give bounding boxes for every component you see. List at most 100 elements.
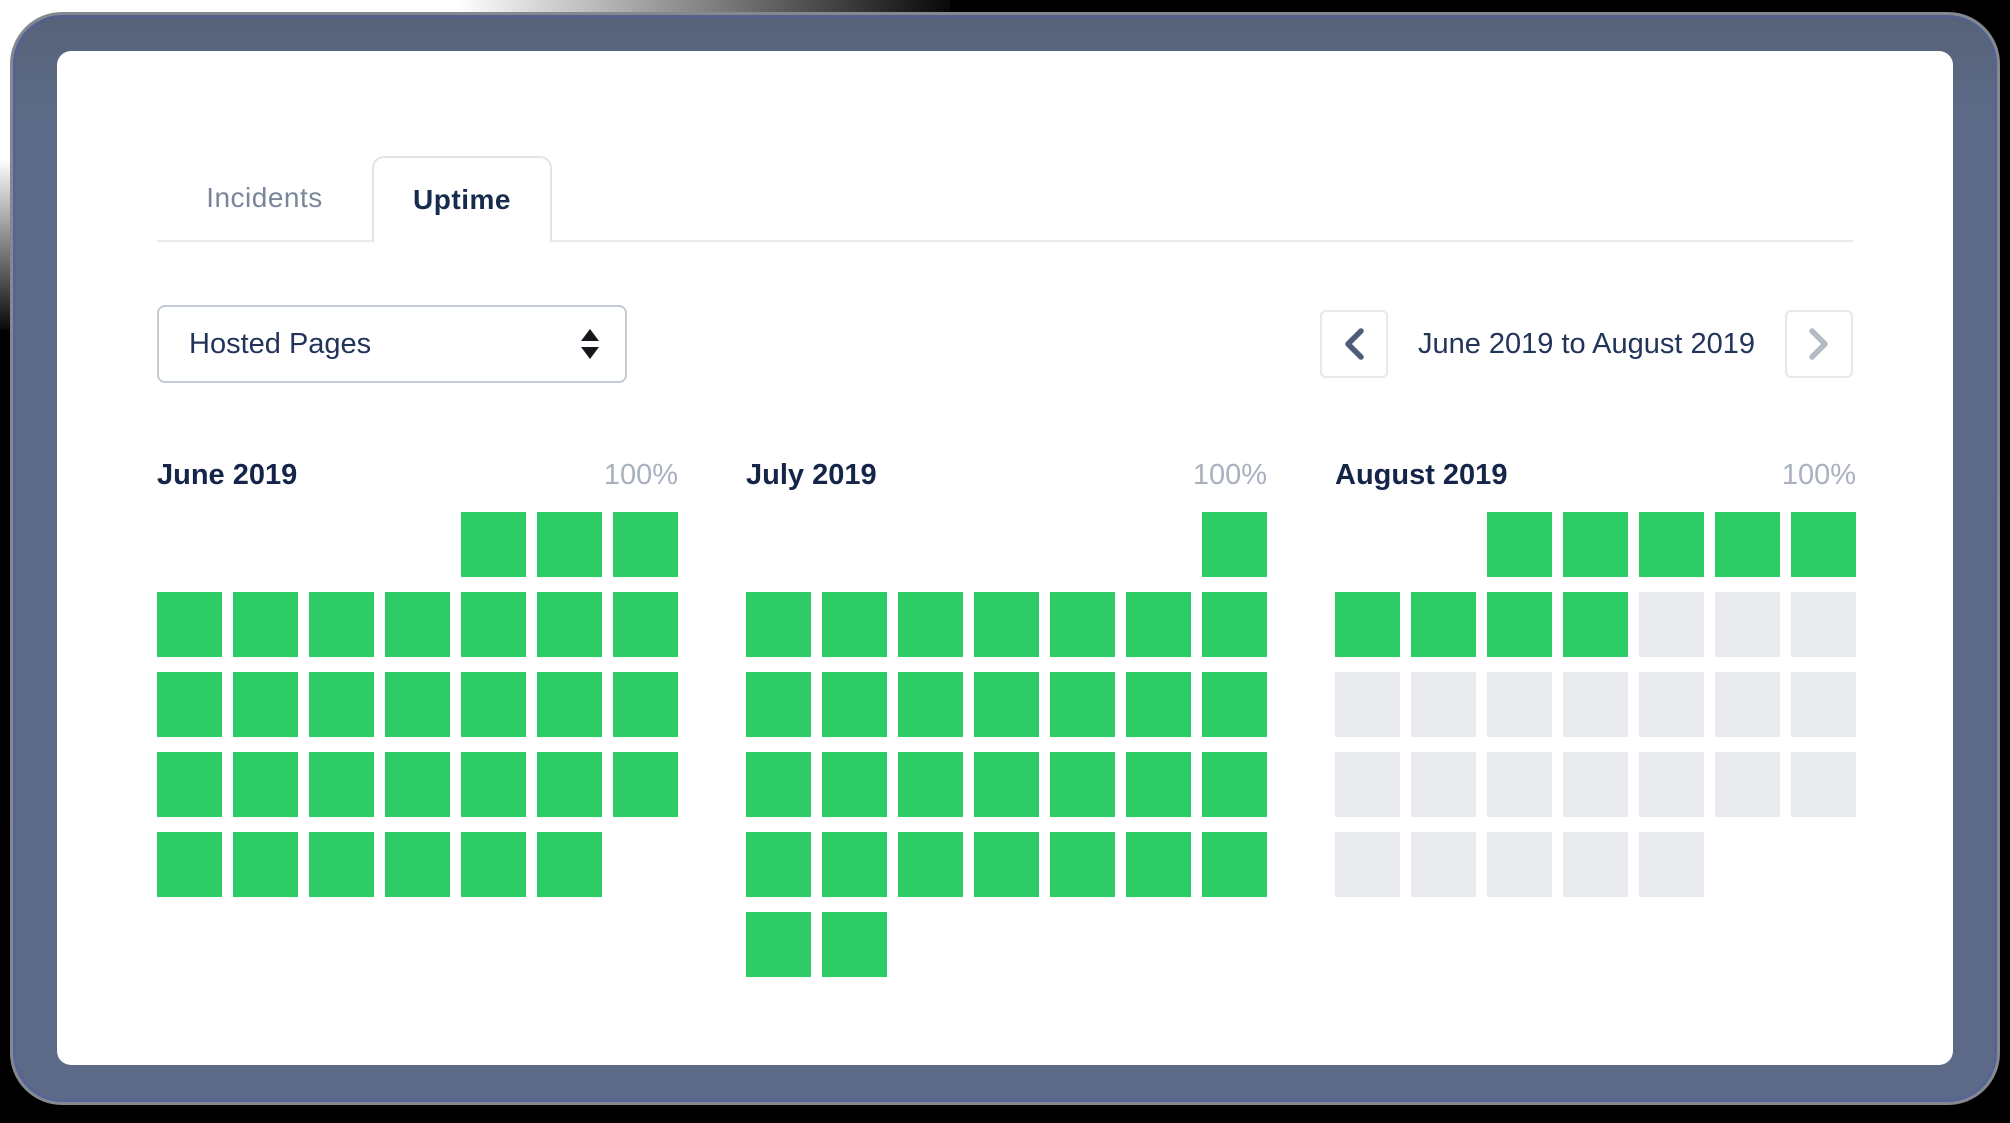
day-cell-operational[interactable] bbox=[157, 592, 222, 657]
day-cell-future[interactable] bbox=[1715, 672, 1780, 737]
day-cell-blank bbox=[157, 512, 222, 577]
day-cell-operational[interactable] bbox=[1487, 512, 1552, 577]
day-cell-future[interactable] bbox=[1563, 672, 1628, 737]
day-cell-operational[interactable] bbox=[1202, 752, 1267, 817]
day-cell-operational[interactable] bbox=[1050, 832, 1115, 897]
day-cell-operational[interactable] bbox=[1126, 832, 1191, 897]
day-cell-operational[interactable] bbox=[974, 832, 1039, 897]
day-cell-operational[interactable] bbox=[537, 752, 602, 817]
day-cell-operational[interactable] bbox=[309, 672, 374, 737]
day-cell-operational[interactable] bbox=[746, 752, 811, 817]
day-cell-operational[interactable] bbox=[1202, 672, 1267, 737]
day-cell-operational[interactable] bbox=[822, 752, 887, 817]
day-cell-future[interactable] bbox=[1411, 672, 1476, 737]
day-cell-operational[interactable] bbox=[233, 832, 298, 897]
day-cell-operational[interactable] bbox=[746, 912, 811, 977]
day-cell-future[interactable] bbox=[1411, 752, 1476, 817]
day-cell-future[interactable] bbox=[1791, 592, 1856, 657]
day-cell-future[interactable] bbox=[1563, 752, 1628, 817]
day-cell-future[interactable] bbox=[1639, 752, 1704, 817]
day-cell-operational[interactable] bbox=[537, 512, 602, 577]
day-cell-operational[interactable] bbox=[1050, 592, 1115, 657]
day-cell-operational[interactable] bbox=[822, 672, 887, 737]
day-cell-operational[interactable] bbox=[898, 752, 963, 817]
day-cell-future[interactable] bbox=[1639, 832, 1704, 897]
day-cell-operational[interactable] bbox=[1202, 832, 1267, 897]
day-cell-operational[interactable] bbox=[537, 672, 602, 737]
day-cell-future[interactable] bbox=[1639, 592, 1704, 657]
day-cell-operational[interactable] bbox=[1202, 592, 1267, 657]
day-cell-future[interactable] bbox=[1335, 832, 1400, 897]
day-cell-future[interactable] bbox=[1411, 832, 1476, 897]
page-selector-dropdown[interactable]: Hosted Pages bbox=[157, 305, 627, 383]
day-cell-future[interactable] bbox=[1791, 672, 1856, 737]
day-cell-operational[interactable] bbox=[746, 832, 811, 897]
day-cell-operational[interactable] bbox=[1715, 512, 1780, 577]
day-cell-operational[interactable] bbox=[1126, 592, 1191, 657]
day-cell-operational[interactable] bbox=[898, 592, 963, 657]
tab-uptime[interactable]: Uptime bbox=[372, 156, 552, 242]
day-cell-operational[interactable] bbox=[974, 752, 1039, 817]
tab-incidents[interactable]: Incidents bbox=[206, 182, 323, 213]
day-cell-operational[interactable] bbox=[822, 592, 887, 657]
day-cell-operational[interactable] bbox=[233, 752, 298, 817]
day-cell-operational[interactable] bbox=[309, 592, 374, 657]
day-cell-operational[interactable] bbox=[309, 752, 374, 817]
day-cell-operational[interactable] bbox=[233, 592, 298, 657]
day-cell-operational[interactable] bbox=[1791, 512, 1856, 577]
day-cell-operational[interactable] bbox=[1126, 752, 1191, 817]
day-cell-operational[interactable] bbox=[1563, 592, 1628, 657]
day-cell-operational[interactable] bbox=[1563, 512, 1628, 577]
day-cell-future[interactable] bbox=[1335, 672, 1400, 737]
day-cell-operational[interactable] bbox=[898, 672, 963, 737]
day-cell-future[interactable] bbox=[1715, 752, 1780, 817]
day-cell-operational[interactable] bbox=[385, 672, 450, 737]
day-cell-operational[interactable] bbox=[461, 832, 526, 897]
day-cell-operational[interactable] bbox=[233, 672, 298, 737]
day-cell-operational[interactable] bbox=[974, 592, 1039, 657]
day-cell-operational[interactable] bbox=[613, 752, 678, 817]
day-cell-operational[interactable] bbox=[1202, 512, 1267, 577]
day-cell-future[interactable] bbox=[1487, 672, 1552, 737]
day-cell-blank bbox=[309, 512, 374, 577]
month-uptime-percent: 100% bbox=[1781, 459, 1856, 491]
day-cell-future[interactable] bbox=[1335, 752, 1400, 817]
day-cell-operational[interactable] bbox=[1050, 752, 1115, 817]
day-cell-operational[interactable] bbox=[461, 512, 526, 577]
day-cell-operational[interactable] bbox=[385, 832, 450, 897]
day-cell-operational[interactable] bbox=[309, 832, 374, 897]
day-cell-operational[interactable] bbox=[537, 832, 602, 897]
day-cell-operational[interactable] bbox=[385, 752, 450, 817]
day-cell-operational[interactable] bbox=[613, 672, 678, 737]
day-cell-future[interactable] bbox=[1563, 832, 1628, 897]
day-cell-future[interactable] bbox=[1639, 672, 1704, 737]
day-cell-operational[interactable] bbox=[974, 672, 1039, 737]
day-cell-operational[interactable] bbox=[1487, 592, 1552, 657]
day-cell-operational[interactable] bbox=[1050, 672, 1115, 737]
day-cell-future[interactable] bbox=[1715, 592, 1780, 657]
day-cell-future[interactable] bbox=[1791, 752, 1856, 817]
day-cell-operational[interactable] bbox=[157, 752, 222, 817]
day-cell-operational[interactable] bbox=[1126, 672, 1191, 737]
day-cell-operational[interactable] bbox=[461, 672, 526, 737]
day-cell-future[interactable] bbox=[1487, 752, 1552, 817]
day-cell-operational[interactable] bbox=[822, 832, 887, 897]
day-cell-operational[interactable] bbox=[898, 832, 963, 897]
day-cell-operational[interactable] bbox=[537, 592, 602, 657]
next-range-button[interactable] bbox=[1785, 310, 1853, 378]
day-cell-operational[interactable] bbox=[1411, 592, 1476, 657]
day-cell-operational[interactable] bbox=[385, 592, 450, 657]
day-cell-operational[interactable] bbox=[822, 912, 887, 977]
day-cell-operational[interactable] bbox=[746, 592, 811, 657]
day-cell-operational[interactable] bbox=[1639, 512, 1704, 577]
day-cell-operational[interactable] bbox=[1335, 592, 1400, 657]
day-cell-future[interactable] bbox=[1487, 832, 1552, 897]
day-cell-operational[interactable] bbox=[461, 592, 526, 657]
day-cell-operational[interactable] bbox=[613, 592, 678, 657]
day-cell-operational[interactable] bbox=[157, 832, 222, 897]
day-cell-operational[interactable] bbox=[461, 752, 526, 817]
previous-range-button[interactable] bbox=[1319, 310, 1388, 378]
day-cell-operational[interactable] bbox=[613, 512, 678, 577]
day-cell-operational[interactable] bbox=[157, 672, 222, 737]
day-cell-operational[interactable] bbox=[746, 672, 811, 737]
